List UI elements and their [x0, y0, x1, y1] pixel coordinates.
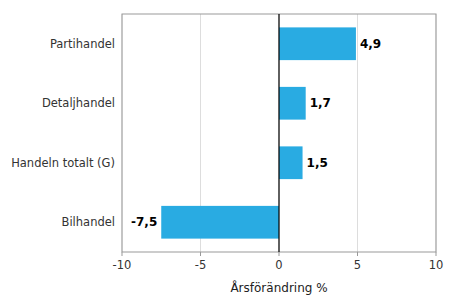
chart: -7,5 1,5 1,7 4,9 Bilhandel Handeln totalt (G)… [0, 0, 454, 302]
tick-label: -10 [113, 258, 132, 272]
data-label: 4,9 [360, 37, 381, 51]
tick-label: 10 [429, 258, 444, 272]
x-axis-label: Årsförändring % [230, 280, 327, 295]
category-label: Handeln totalt (G) [11, 156, 115, 170]
grid-line [357, 14, 358, 252]
tick-label: -5 [195, 258, 206, 272]
bar [279, 146, 303, 179]
tick-mark [436, 252, 437, 256]
bar [279, 87, 306, 120]
plot-frame [122, 14, 436, 252]
category-label: Bilhandel [62, 215, 115, 229]
bar [161, 206, 279, 239]
data-label: 1,7 [310, 96, 331, 110]
tick-label: 5 [354, 258, 361, 272]
tick-mark [357, 252, 358, 256]
grid [122, 14, 436, 252]
tick-mark [122, 252, 123, 256]
tick-label: 0 [275, 258, 282, 272]
category-label: Partihandel [50, 37, 115, 51]
zero-line [278, 14, 279, 252]
bars [161, 27, 356, 238]
tick-mark [279, 252, 280, 256]
data-label: 1,5 [307, 156, 328, 170]
data-label: -7,5 [131, 215, 157, 229]
tick-mark [200, 252, 201, 256]
bar [279, 27, 356, 60]
category-label: Detaljhandel [42, 96, 115, 110]
grid-line [279, 14, 280, 252]
